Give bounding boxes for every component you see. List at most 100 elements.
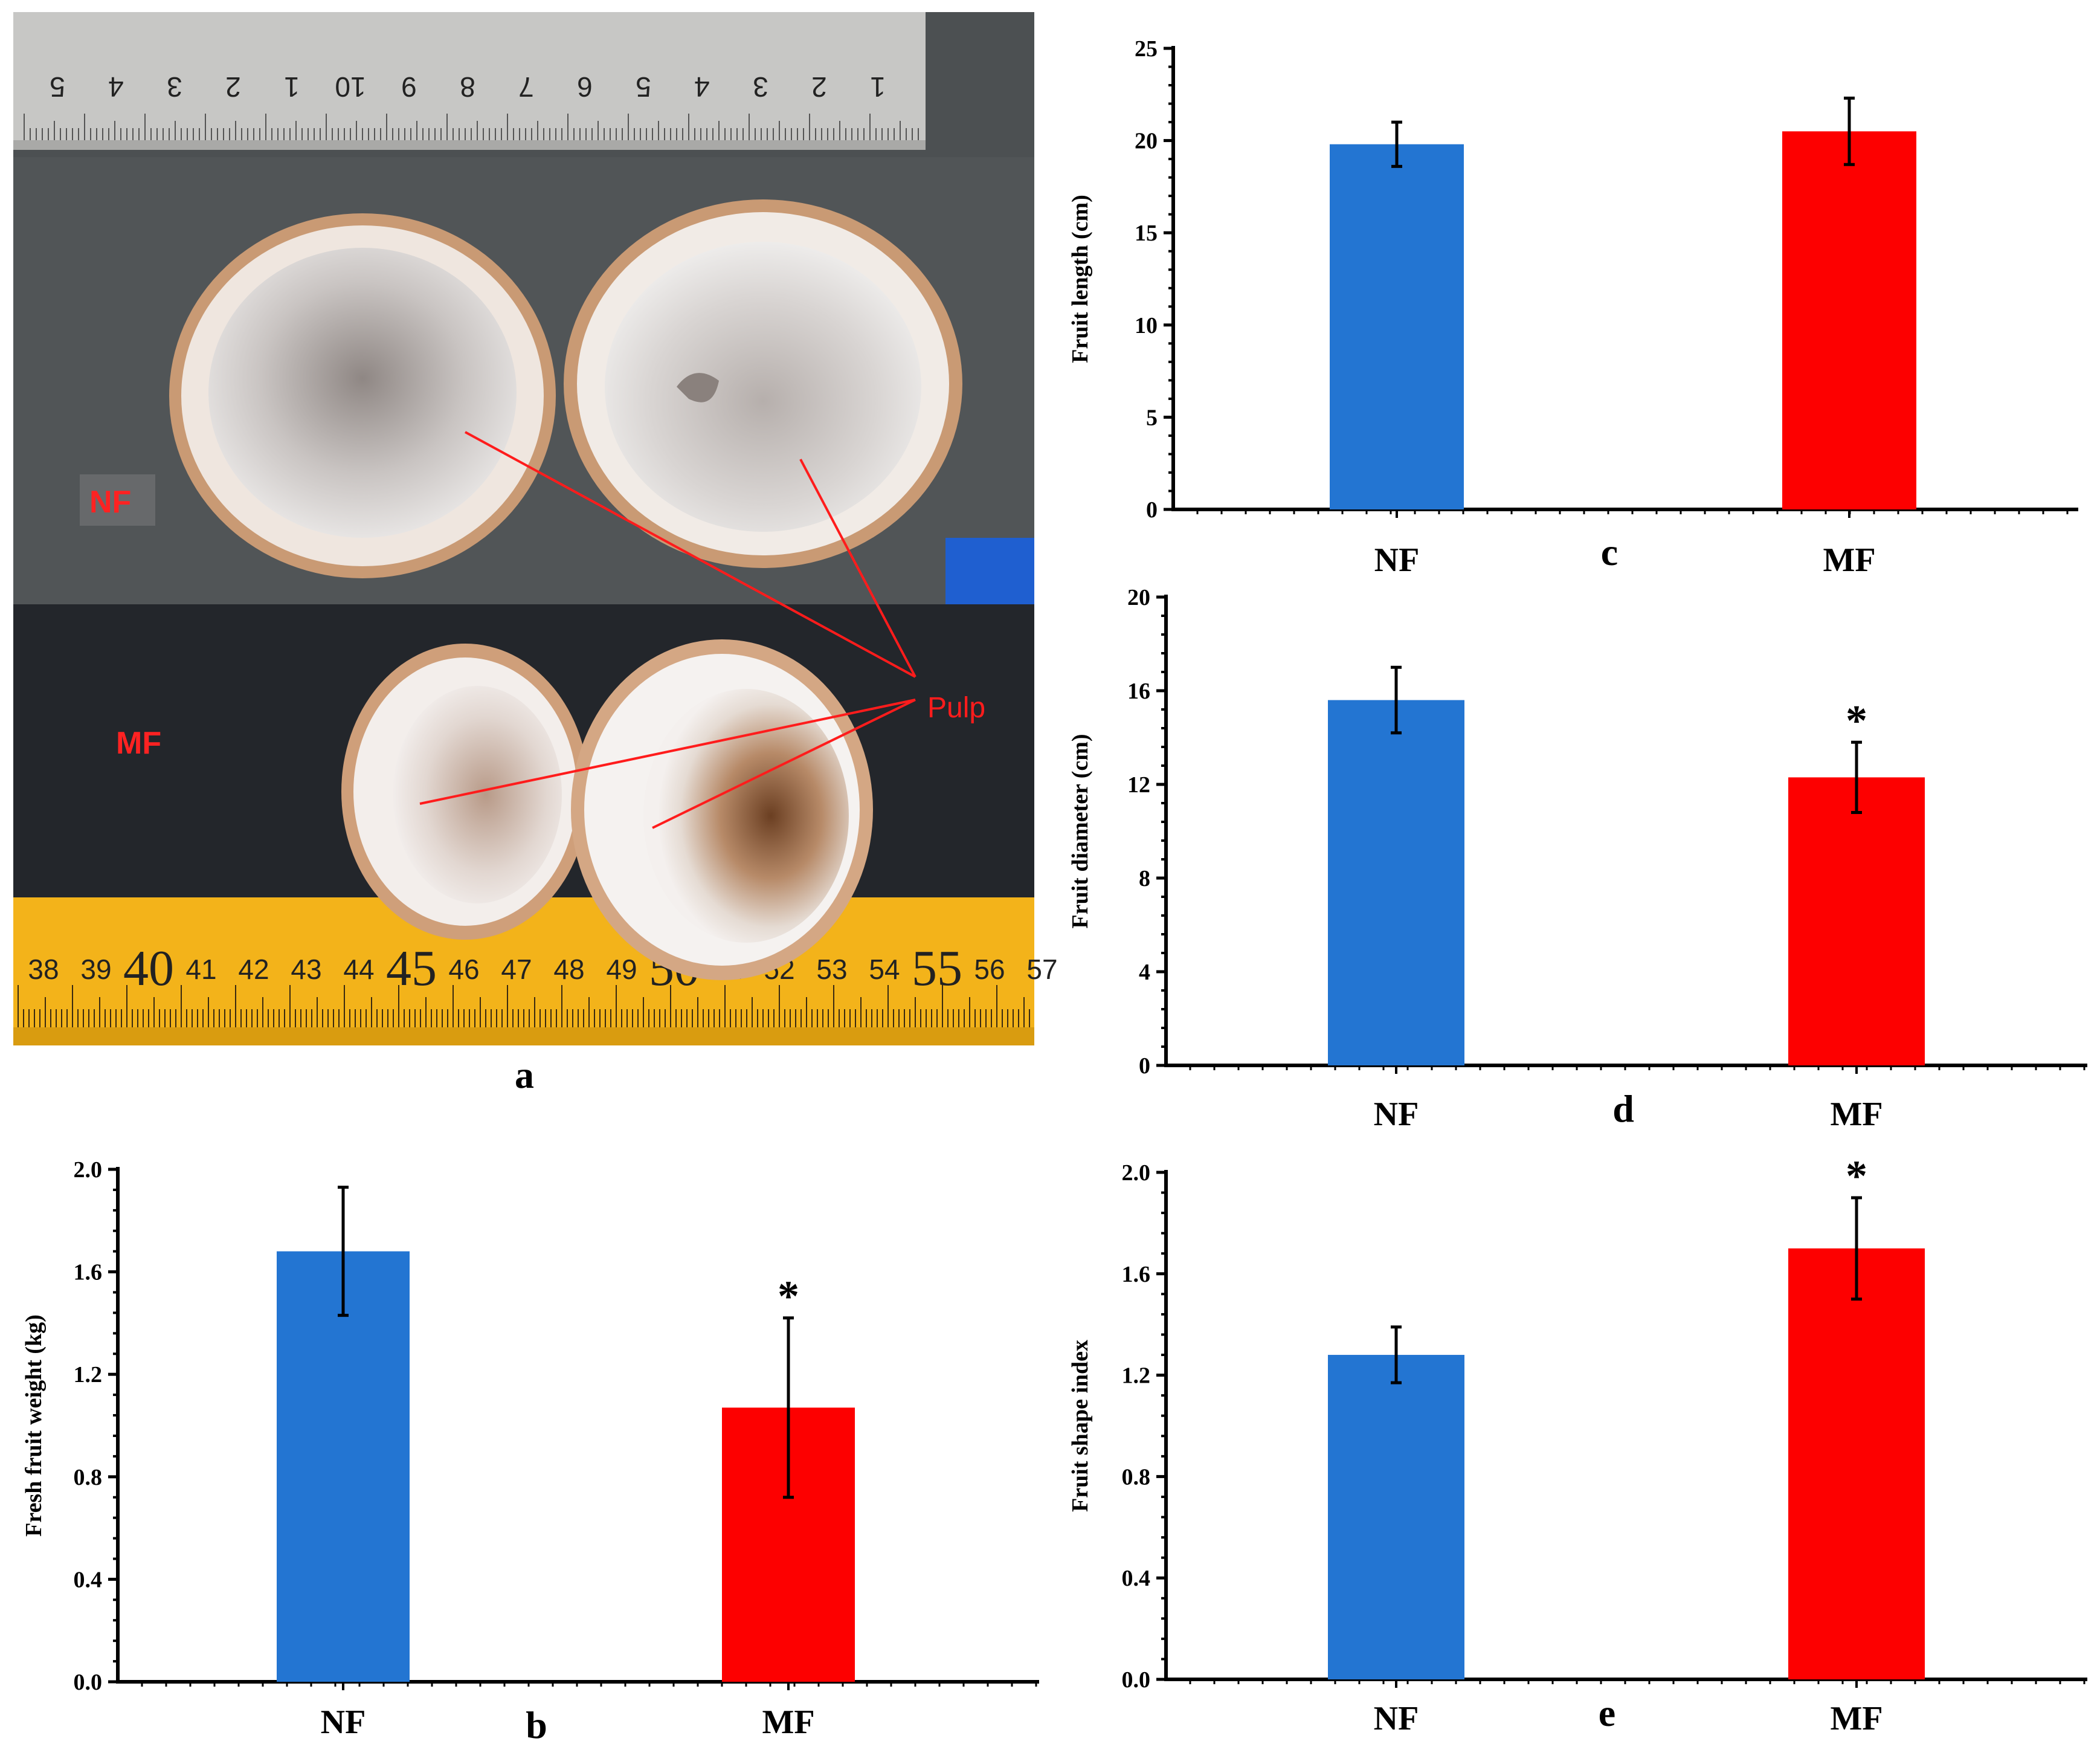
bar-nf: [1328, 1355, 1464, 1679]
yellow-ruler-number: 49: [606, 954, 637, 985]
y-tick-label: 0.8: [1122, 1464, 1151, 1490]
panel-letter-b: b: [526, 1704, 547, 1741]
bar-mf: [1788, 777, 1925, 1065]
y-tick-label: 5: [1146, 405, 1158, 430]
steel-ruler-number: 4: [108, 71, 124, 103]
y-axis-title: Fruit length (cm): [1068, 195, 1093, 363]
significance-mark: *: [1846, 1152, 1867, 1200]
steel-ruler-number: 9: [401, 71, 417, 103]
steel-ruler-number: 3: [753, 71, 768, 103]
y-tick-label: 20: [1135, 129, 1158, 154]
y-tick-label: 12: [1127, 772, 1150, 798]
chart-fruit-diameter: 0 4 8 12 16 20 NF * MF Fruit diameter (cm) d: [1068, 585, 2087, 1133]
yellow-ruler-number: 44: [343, 954, 374, 985]
y-tick-label: 0: [1146, 497, 1158, 523]
x-category-label: MF: [1823, 541, 1875, 579]
bar-mf: [1788, 1248, 1925, 1679]
mf-photo-label: MF: [116, 726, 161, 761]
steel-ruler-number: 5: [50, 71, 65, 103]
chart-fruit-length: 0 5 10 15 20 25 NF MF Fruit length (cm) c: [1068, 36, 2078, 579]
steel-ruler-number: 7: [518, 71, 534, 103]
y-tick-label: 2.0: [1122, 1160, 1151, 1186]
steel-ruler-number: 6: [577, 71, 593, 103]
steel-ruler-number: 8: [460, 71, 475, 103]
y-axis-title: Fresh fruit weight (kg): [21, 1314, 47, 1537]
x-category-label: NF: [1374, 1096, 1419, 1133]
panel-a-photo: 5 4 3 2 1 10 9 8 7 6 5 4 3 2 1 38 39 40 41 42 43 44 45 46 47 48 4…: [13, 12, 1058, 1096]
panel-letter-a: a: [515, 1053, 534, 1096]
y-tick-label: 20: [1127, 585, 1150, 610]
chart-fruit-shape-index: 0.0 0.4 0.8 1.2 1.6 2.0 NF * MF Fruit shape index…: [1068, 1152, 2087, 1737]
yellow-ruler-number: 43: [291, 954, 321, 985]
steel-ruler-number: 1: [284, 71, 300, 103]
steel-ruler-number: 4: [694, 71, 710, 103]
nf-label-box: [80, 474, 155, 526]
steel-ruler: [13, 12, 926, 150]
bar-mf: [1782, 131, 1916, 510]
x-category-label: NF: [321, 1704, 366, 1741]
panel-letter-d: d: [1612, 1087, 1634, 1130]
yellow-ruler-number: 47: [501, 954, 532, 985]
pulp-label: Pulp: [927, 692, 985, 724]
mf-coconut-left: [341, 644, 589, 940]
steel-ruler-number: 1: [870, 71, 886, 103]
y-tick-label: 0.0: [74, 1670, 103, 1695]
y-tick-label: 0.4: [1122, 1566, 1151, 1591]
y-axis-title: Fruit diameter (cm): [1068, 734, 1093, 928]
steel-ruler-numbers: 5 4 3 2 1 10 9 8 7 6 5 4 3 2 1: [50, 71, 886, 103]
yellow-ruler-number: 54: [869, 954, 900, 985]
steel-ruler-number: 2: [811, 71, 827, 103]
y-tick-label: 2.0: [74, 1157, 103, 1183]
panel-letter-e: e: [1599, 1691, 1615, 1734]
yellow-ruler-number: 40: [123, 940, 174, 996]
y-tick-label: 15: [1135, 221, 1158, 246]
yellow-ruler-shade: [13, 1027, 1034, 1045]
yellow-ruler-number: 39: [80, 954, 111, 985]
x-category-label: MF: [762, 1704, 814, 1741]
yellow-ruler-number: 56: [974, 954, 1005, 985]
significance-mark: *: [1846, 696, 1867, 745]
yellow-ruler-number: 38: [28, 954, 59, 985]
yellow-ruler-number: 45: [386, 940, 437, 996]
bar-nf: [277, 1251, 410, 1682]
y-tick-label: 0.8: [74, 1465, 103, 1490]
y-tick-label: 0.4: [74, 1567, 103, 1592]
steel-ruler-number: 10: [335, 71, 366, 103]
yellow-ruler-number: 48: [553, 954, 584, 985]
x-category-label: MF: [1830, 1096, 1883, 1133]
y-tick-label: 25: [1135, 36, 1158, 62]
y-tick-label: 1.6: [1122, 1262, 1151, 1287]
y-tick-label: 1.2: [74, 1362, 103, 1387]
chart-fresh-fruit-weight: 0.0 0.4 0.8 1.2 1.6 2.0 NF * MF Fresh fruit weigh…: [21, 1157, 1039, 1741]
steel-ruler-number: 2: [225, 71, 241, 103]
y-tick-label: 1.6: [74, 1260, 103, 1285]
y-tick-label: 1.2: [1122, 1363, 1151, 1389]
significance-mark: *: [778, 1272, 799, 1320]
y-tick-label: 16: [1127, 679, 1150, 704]
yellow-ruler-number: 57: [1026, 954, 1057, 985]
nf-photo-label: NF: [89, 485, 131, 520]
y-axis-title: Fruit shape index: [1068, 1340, 1093, 1512]
yellow-ruler-number: 42: [238, 954, 269, 985]
bar-nf: [1330, 144, 1464, 510]
nf-coconut-right: [564, 199, 962, 568]
steel-ruler-edge: [13, 140, 926, 150]
blue-object: [945, 538, 1034, 604]
steel-ruler-ticks: [24, 114, 919, 140]
y-tick-label: 0: [1139, 1053, 1150, 1079]
bar-nf: [1328, 700, 1464, 1065]
x-category-label: NF: [1374, 541, 1420, 579]
panel-letter-c: c: [1601, 531, 1618, 573]
yellow-ruler-number: 53: [816, 954, 847, 985]
y-tick-label: 4: [1139, 960, 1150, 985]
yellow-ruler-number: 41: [185, 954, 216, 985]
pulp-annotation-lines: [419, 431, 916, 829]
steel-ruler-number: 5: [636, 71, 651, 103]
y-tick-label: 0.0: [1122, 1667, 1151, 1693]
yellow-ruler-number: 46: [448, 954, 479, 985]
x-category-label: NF: [1374, 1700, 1419, 1737]
yellow-ruler-number: 55: [912, 940, 962, 996]
nf-coconut-left: [169, 213, 556, 578]
steel-ruler-number: 3: [167, 71, 182, 103]
